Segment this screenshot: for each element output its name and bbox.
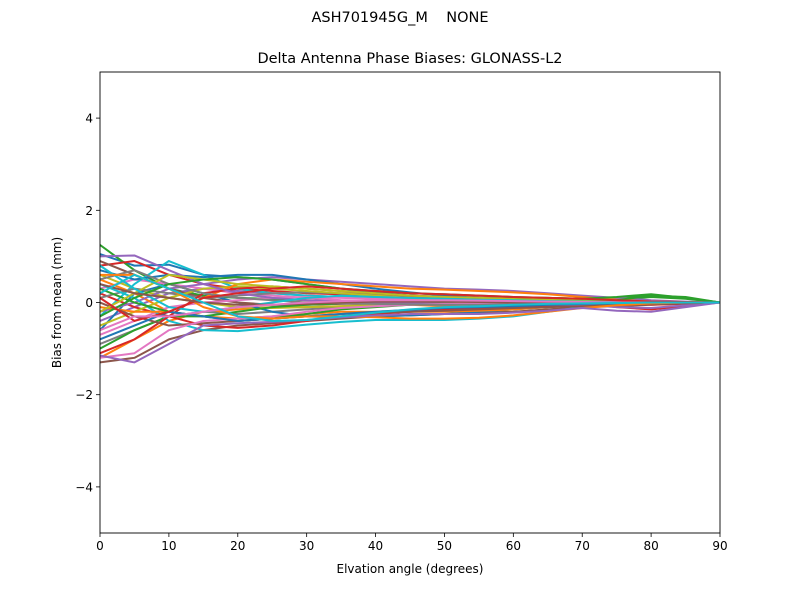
series-line-32: [100, 273, 720, 320]
x-tick-label: 0: [96, 539, 104, 553]
y-tick-label: 2: [85, 204, 93, 218]
y-tick-label: −4: [75, 480, 93, 494]
series-line-35: [100, 301, 720, 364]
series-line-34: [100, 285, 720, 322]
y-axis-label: Bias from mean (mm): [50, 237, 64, 368]
x-tick-label: 40: [368, 539, 383, 553]
series-layer: [100, 244, 720, 364]
y-tick-label: 0: [85, 296, 93, 310]
y-tick-label: 4: [85, 112, 93, 126]
y-axis-ticks: −4 −2 0 2 4: [75, 112, 100, 494]
x-tick-label: 70: [575, 539, 590, 553]
x-tick-label: 30: [299, 539, 314, 553]
chart-title: Delta Antenna Phase Biases: GLONASS-L2: [257, 51, 562, 67]
x-tick-label: 80: [643, 539, 658, 553]
y-tick-label: −2: [75, 388, 93, 402]
figure-suptitle: ASH701945G_M NONE: [311, 10, 489, 26]
x-tick-label: 90: [712, 539, 727, 553]
x-tick-label: 50: [437, 539, 452, 553]
series-line-38: [100, 273, 720, 322]
x-tick-label: 60: [506, 539, 521, 553]
x-tick-label: 10: [161, 539, 176, 553]
x-tick-label: 20: [230, 539, 245, 553]
x-axis-ticks: 0 10 20 30 40 50 60 70 80 90: [96, 533, 728, 553]
x-axis-label: Elvation angle (degrees): [337, 562, 484, 576]
